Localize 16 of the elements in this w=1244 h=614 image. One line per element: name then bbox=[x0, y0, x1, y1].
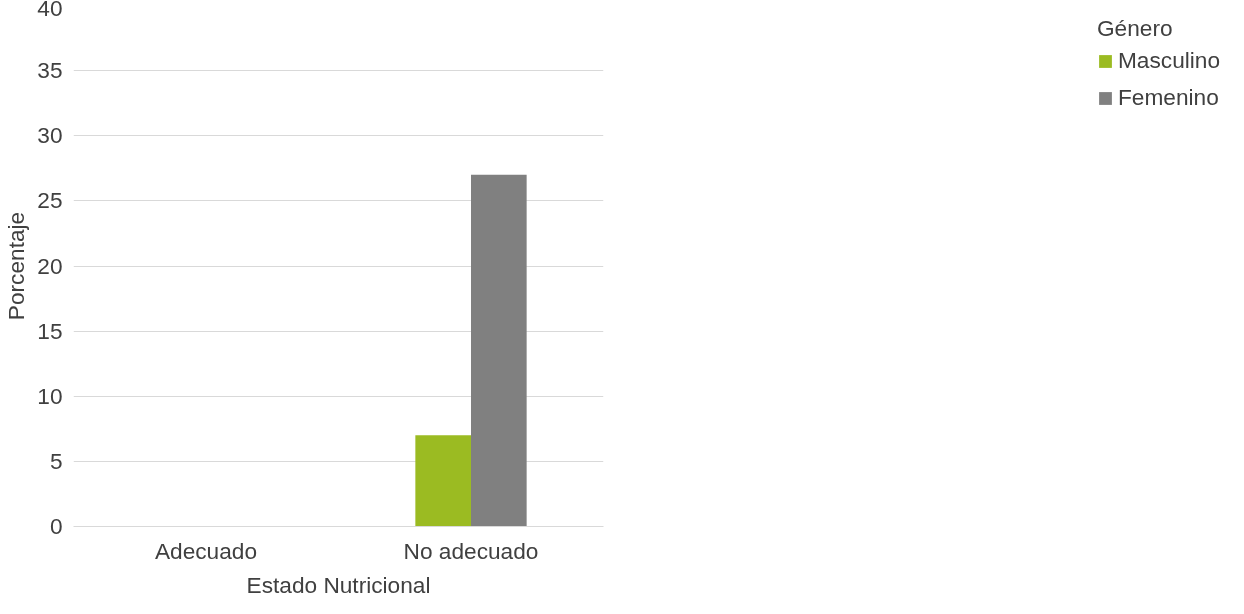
x-tick-label: Adecuado bbox=[154, 537, 258, 564]
y-tick-label: 0 bbox=[49, 513, 63, 539]
y-tick-label: 10 bbox=[37, 382, 63, 409]
y-tick-label: 30 bbox=[37, 122, 63, 149]
y-tick-label: 35 bbox=[37, 57, 63, 84]
x-tick-label: No adecuado bbox=[403, 537, 539, 564]
y-axis-title: Porcentaje bbox=[3, 211, 30, 321]
x-axis-title: Estado Nutricional bbox=[246, 571, 431, 598]
y-tick-label: 5 bbox=[49, 447, 63, 474]
y-tick-label: 25 bbox=[37, 187, 63, 214]
y-tick-label: 40 bbox=[37, 0, 63, 21]
legend-label: Masculino bbox=[1118, 47, 1220, 74]
legend-label: Femenino bbox=[1118, 84, 1219, 111]
y-tick-label: 20 bbox=[37, 252, 63, 279]
y-tick-label: 15 bbox=[37, 317, 63, 344]
legend-title: Género bbox=[1097, 15, 1174, 42]
